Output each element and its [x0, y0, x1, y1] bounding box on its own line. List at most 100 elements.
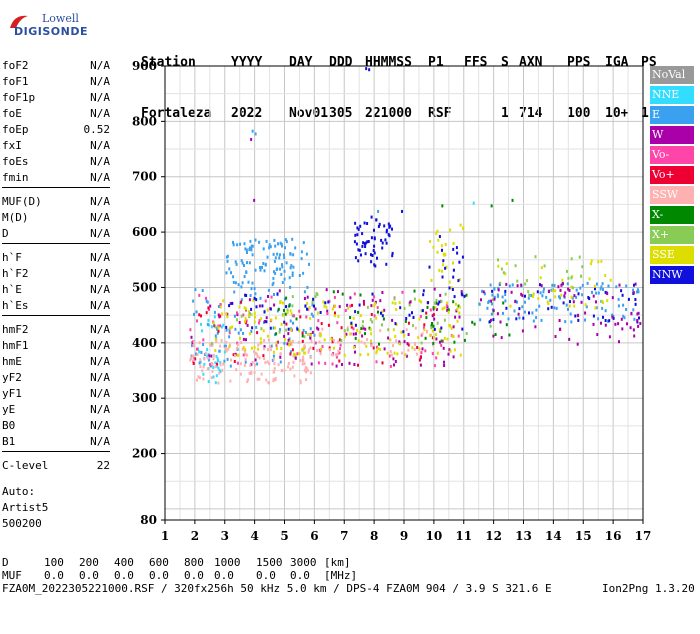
echo-point-sse [560, 293, 563, 297]
echo-point-ssw [211, 363, 214, 367]
echo-point-e [599, 287, 602, 291]
echo-point-sse [551, 289, 554, 293]
echo-point-sse [440, 244, 443, 248]
echo-point-x [314, 295, 317, 299]
echo-point-x [543, 264, 546, 268]
echo-point-e [202, 343, 205, 346]
echo-point-e [248, 246, 251, 250]
echo-point-w [391, 318, 394, 322]
echo-point-e [195, 310, 198, 314]
echo-point-vo [338, 359, 341, 363]
echo-point-w [540, 284, 543, 288]
x-tick-label: 5 [280, 529, 288, 543]
echo-point-vo [262, 354, 265, 358]
echo-point-e [236, 243, 239, 247]
echo-point-ssw [299, 359, 302, 362]
legend-item: W [650, 126, 694, 144]
param-name: hmF2 [2, 323, 29, 336]
echo-point-e [265, 239, 268, 243]
x-tick-label: 17 [635, 529, 652, 543]
echo-point-e [244, 360, 247, 364]
echo-point-sse [231, 325, 234, 329]
echo-point-ssw [255, 352, 258, 356]
echo-point-vo [335, 355, 338, 359]
echo-point-sse [573, 304, 576, 308]
echo-point-sse [289, 309, 292, 313]
echo-point-vo [338, 351, 341, 355]
echo-point-ssw [290, 343, 293, 347]
echo-point-e [201, 289, 204, 292]
echo-point-sse [320, 347, 323, 351]
echo-point-sse [294, 353, 297, 357]
echo-point-nnw [515, 317, 518, 321]
echo-point-sse [456, 319, 459, 323]
echo-point-e [278, 256, 281, 260]
echo-point-e [586, 281, 589, 285]
echo-point-nnw [376, 256, 378, 260]
echo-point-sse [441, 307, 444, 311]
echo-point-e [271, 358, 274, 362]
echo-point-e [595, 282, 598, 286]
echo-point-nnw [441, 248, 443, 252]
echo-point-w [246, 323, 249, 327]
echo-point-nnw [372, 249, 375, 252]
echo-point-e [206, 322, 209, 326]
echo-point-ssw [193, 340, 196, 344]
footer-value: 0.0 [79, 569, 99, 582]
echo-point-w [448, 348, 451, 352]
param-row: foEp 0.52 [2, 122, 110, 138]
echo-point-x [340, 339, 343, 342]
echo-point-x [387, 328, 390, 332]
echo-point-e [228, 328, 231, 332]
echo-point-e [617, 304, 620, 308]
echo-point-vo [242, 313, 245, 317]
echo-point-vo [299, 315, 302, 319]
echo-point-sse [247, 310, 250, 314]
param-separator [2, 314, 110, 322]
echo-point-nnw [381, 241, 384, 245]
echo-point-nnw [588, 297, 591, 301]
echo-point-w [286, 342, 289, 346]
echo-point-ssw [301, 362, 304, 366]
echo-point-x [436, 321, 439, 325]
echo-point-sse [459, 353, 462, 357]
legend-item: E [650, 106, 694, 124]
echo-point-ssw [214, 365, 217, 369]
echo-point-x [286, 308, 289, 312]
echo-point-nnw [354, 233, 357, 237]
echo-point-w [521, 329, 524, 333]
echo-point-w [311, 330, 314, 334]
param-name: yF2 [2, 371, 22, 384]
echo-point-w [370, 304, 373, 308]
echo-point-w [572, 300, 575, 304]
echo-point-vo [351, 303, 353, 307]
echo-point-nne [219, 370, 222, 374]
echo-point-w [604, 323, 607, 327]
echo-point-w [248, 298, 251, 302]
echo-point-w [618, 283, 621, 287]
echo-point-w [263, 345, 266, 348]
echo-point-x [275, 332, 278, 336]
echo-point-outlier [441, 204, 444, 208]
echo-point-e [216, 331, 219, 335]
echo-point-ssw [309, 371, 312, 375]
echo-point-e [251, 244, 254, 248]
echo-point-e [632, 308, 635, 312]
echo-point-x [440, 299, 443, 303]
echo-point-e [276, 309, 279, 313]
echo-point-x [360, 327, 363, 331]
echo-point-sse [497, 264, 500, 268]
echo-point-nnw [373, 237, 376, 241]
echo-point-nnw [253, 296, 256, 300]
echo-point-nnw [366, 240, 369, 244]
echo-point-sse [262, 329, 265, 333]
echo-point-e [516, 300, 518, 304]
echo-point-ssw [360, 340, 363, 344]
echo-point-sse [446, 337, 449, 341]
echo-point-nnw [225, 325, 228, 329]
echo-point-e [251, 281, 254, 285]
echo-point-e [518, 316, 521, 320]
echo-point-sse [458, 278, 461, 281]
echo-point-nnw [528, 311, 530, 315]
echo-point-w [559, 327, 562, 331]
